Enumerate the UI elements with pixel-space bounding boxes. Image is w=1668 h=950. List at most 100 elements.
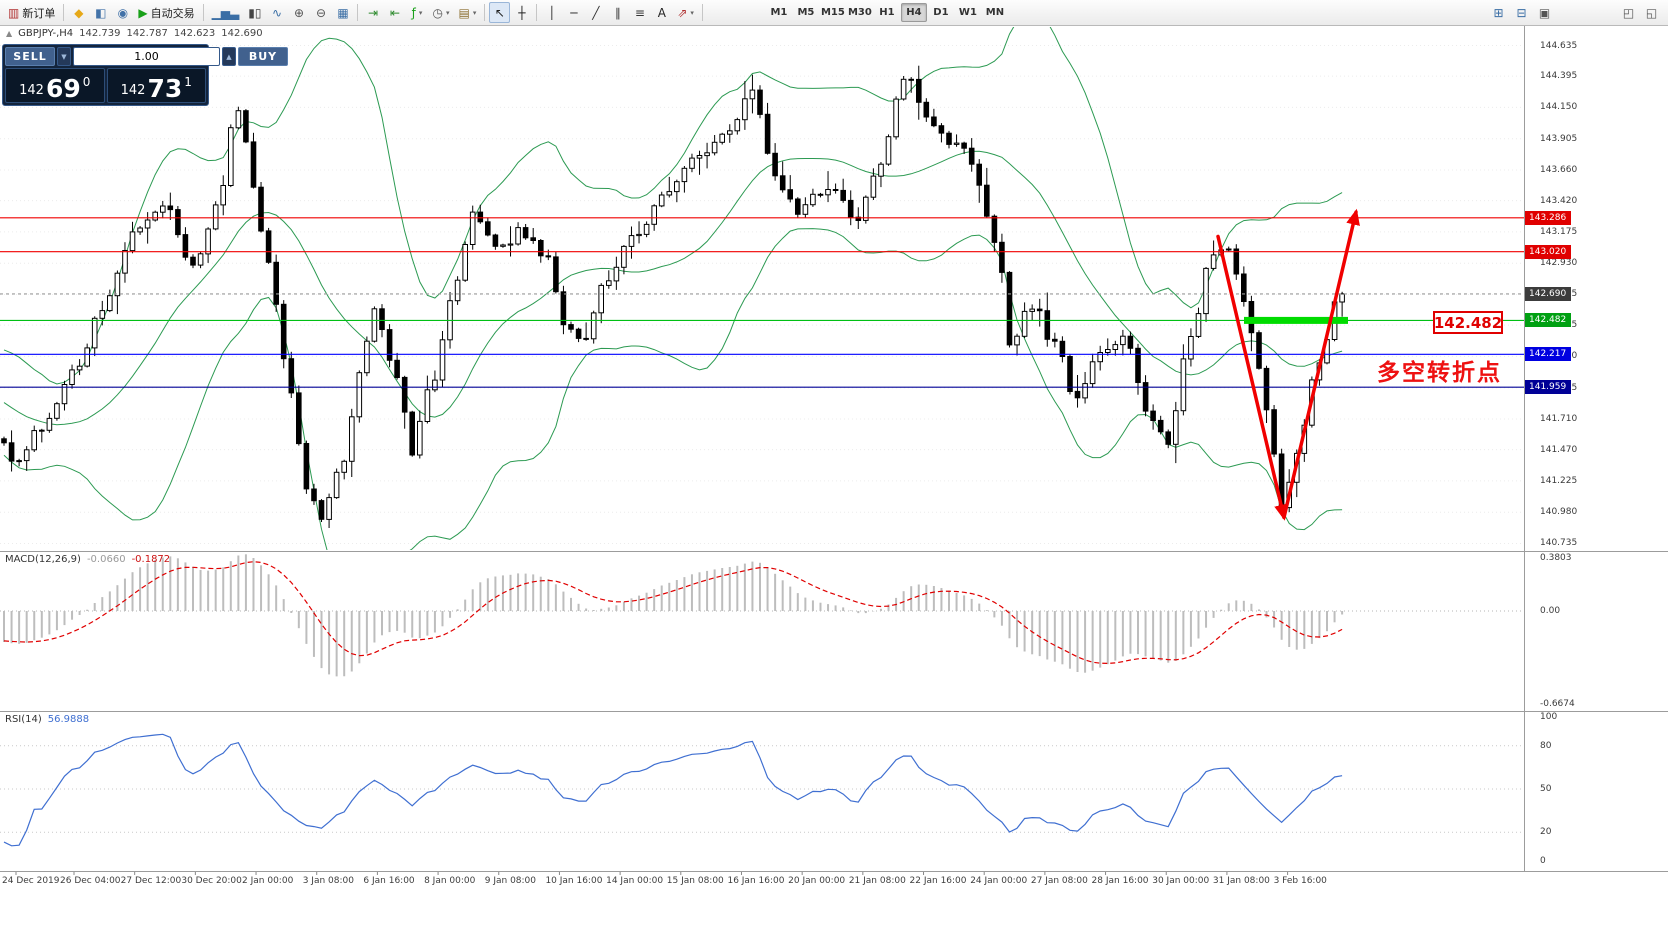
toolbar-window-button-2[interactable]: ⊟: [1511, 2, 1532, 23]
cursor-button[interactable]: ↖: [489, 2, 511, 23]
restore-window-icon: ◰: [1622, 5, 1635, 20]
auto-scroll-button[interactable]: ⇥: [362, 2, 383, 23]
templates-button[interactable]: ▤ ▾: [454, 2, 480, 23]
timeframe-h4[interactable]: H4: [900, 3, 927, 22]
favorites-icon: ◆: [74, 5, 84, 20]
macd-panel-area[interactable]: [3, 554, 1344, 677]
ohlc-close: 142.690: [221, 28, 263, 39]
indicators-button[interactable]: ƒ ▾: [406, 2, 427, 23]
text-button[interactable]: A: [651, 2, 672, 23]
trend-arrow-down[interactable]: [1216, 234, 1288, 521]
fibonacci-button[interactable]: ≡: [629, 2, 650, 23]
macd-signal-line: [3, 561, 1343, 665]
favorites-button[interactable]: ◆: [68, 2, 89, 23]
market-watch-icon: ◉: [117, 5, 129, 20]
zoom-out-icon: ⊖: [315, 5, 327, 20]
candlestick-chart-button[interactable]: ▮▯: [244, 2, 265, 23]
chart-shift-button[interactable]: ⇤: [384, 2, 405, 23]
chart-window-button[interactable]: ◧: [90, 2, 111, 23]
autotrading-button[interactable]: ▶ 自动交易: [134, 2, 198, 23]
line-chart-button[interactable]: ∿: [266, 2, 287, 23]
new-order-icon: ▥: [8, 5, 20, 20]
zoom-in-button[interactable]: ⊕: [288, 2, 309, 23]
tile-windows-button[interactable]: ▦: [332, 2, 353, 23]
buy-price-button[interactable]: 142 73 1: [106, 68, 206, 103]
rsi-line: [3, 733, 1343, 847]
crosshair-button[interactable]: ┼: [511, 2, 532, 23]
channel-icon: ∥: [614, 5, 621, 20]
timeframe-w1[interactable]: W1: [955, 3, 981, 22]
autotrading-button-label: 自动交易: [150, 6, 195, 20]
green-highlight-segment[interactable]: [1244, 316, 1348, 324]
chart-shift-icon: ⇤: [389, 5, 401, 20]
buy-price-pips: 73: [147, 73, 183, 103]
arrows-button[interactable]: ⇗ ▾: [673, 2, 698, 23]
bollinger-middle-band: [3, 150, 1343, 426]
volume-step-up-button[interactable]: ▲: [222, 47, 236, 66]
minimize-window-icon: ◱: [1645, 5, 1658, 20]
toolbar-far-right-button-2[interactable]: ◱: [1641, 2, 1662, 23]
arrows-icon: ⇗: [677, 5, 688, 20]
trendline-icon: ╱: [592, 5, 600, 20]
bar-chart-button[interactable]: ▁▅▃: [208, 2, 244, 23]
symbol-label: GBPJPY-,H4: [18, 28, 74, 39]
price-level-annotation[interactable]: 142.482: [1433, 311, 1503, 334]
trend-arrow-up[interactable]: [1282, 208, 1360, 520]
toolbar-separator: [701, 4, 703, 21]
panel-collapse-icon[interactable]: ▲: [6, 29, 13, 38]
templates-icon: ▤: [458, 5, 470, 20]
rsi-panel-area[interactable]: [3, 733, 1343, 847]
vertical-line-button[interactable]: │: [541, 2, 562, 23]
horizontal-line-icon: ─: [570, 5, 578, 20]
chart-window-icon: ◧: [95, 5, 107, 20]
line-chart-icon: ∿: [271, 5, 283, 20]
macd-title: MACD(12,26,9): [5, 554, 81, 565]
toolbar-window-button-3[interactable]: ▣: [1534, 2, 1555, 23]
crosshair-icon: ┼: [518, 5, 526, 20]
market-watch-button[interactable]: ◉: [112, 2, 133, 23]
timeframe-m15[interactable]: M15: [820, 3, 846, 22]
timeframe-mn[interactable]: MN: [982, 3, 1008, 22]
volume-input[interactable]: [73, 47, 220, 66]
toolbar-far-right-button-1[interactable]: ◰: [1618, 2, 1639, 23]
chevron-down-icon: ▾: [472, 8, 477, 17]
new-window-icon: ⊞: [1493, 5, 1504, 20]
buy-price-base: 142: [120, 83, 146, 99]
timeframe-h1[interactable]: H1: [874, 3, 900, 22]
autotrading-play-icon: ▶: [138, 5, 148, 20]
rsi-title: RSI(14): [5, 714, 42, 725]
timeframe-label: W1: [958, 7, 977, 18]
timeframe-label: D1: [933, 7, 949, 18]
timeframe-m1[interactable]: M1: [766, 3, 792, 22]
timeframe-label: M15: [820, 7, 845, 18]
new-order-button[interactable]: ▥ 新订单: [4, 2, 59, 23]
tile-windows-icon: ▦: [337, 5, 349, 20]
timeframe-m5[interactable]: M5: [793, 3, 819, 22]
timeframe-label: H4: [906, 7, 922, 18]
rsi-indicator-label: RSI(14) 56.9888: [5, 714, 89, 725]
periods-button[interactable]: ◷ ▾: [428, 2, 453, 23]
macd-signal-value: -0.1872: [131, 554, 171, 565]
zoom-out-button[interactable]: ⊖: [310, 2, 331, 23]
trendline-button[interactable]: ╱: [585, 2, 606, 23]
arrange-windows-icon: ⊟: [1516, 5, 1527, 20]
candlesticks: [1, 65, 1345, 528]
buy-button[interactable]: BUY: [238, 47, 288, 66]
new-order-button-label: 新订单: [22, 6, 56, 20]
horizontal-line-button[interactable]: ─: [563, 2, 584, 23]
channel-button[interactable]: ∥: [607, 2, 628, 23]
volume-step-down-button[interactable]: ▼: [57, 47, 71, 66]
buy-price-frac: 1: [184, 75, 192, 89]
sell-price-button[interactable]: 142 69 0: [5, 68, 105, 103]
timeframe-m30[interactable]: M30: [847, 3, 873, 22]
ohlc-low: 142.623: [173, 28, 216, 39]
sell-button[interactable]: SELL: [5, 47, 55, 66]
timeframe-d1[interactable]: D1: [928, 3, 954, 22]
ohlc-high: 142.787: [126, 28, 168, 39]
turning-point-label[interactable]: 多空转折点: [1377, 360, 1502, 386]
toolbar-window-button-1[interactable]: ⊞: [1488, 2, 1509, 23]
one-click-trading-panel: SELL ▼ ▲ BUY 142 69 0 142 73 1: [2, 44, 288, 106]
auto-scroll-icon: ⇥: [367, 5, 379, 20]
